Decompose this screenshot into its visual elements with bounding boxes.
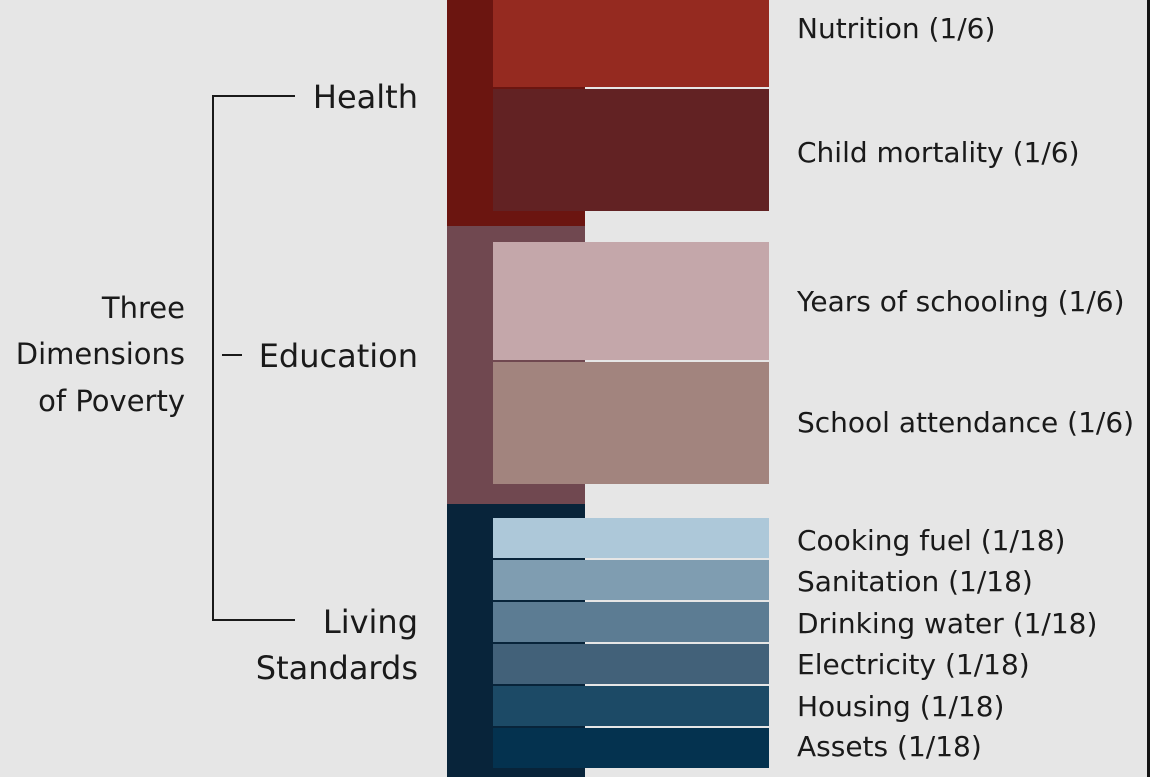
indicator-bar-school-attendance	[493, 362, 769, 484]
dimension-label-living-standards-line-1: Living	[323, 603, 418, 641]
indicator-bar-housing	[493, 686, 769, 726]
indicator-label-drinking-water: Drinking water (1/18)	[797, 607, 1097, 640]
indicator-bar-years-of-schooling	[493, 242, 769, 360]
title-line-1: Three	[101, 291, 185, 325]
indicator-bar-child-mortality	[493, 89, 769, 211]
dimension-label-living-standards-line-2: Standards	[256, 649, 418, 687]
diagram-title: Three Dimensions of Poverty	[16, 291, 185, 418]
indicator-label-child-mortality: Child mortality (1/6)	[797, 136, 1080, 169]
indicator-bar-cooking-fuel	[493, 518, 769, 558]
right-edge-border	[1147, 0, 1150, 777]
indicator-label-electricity: Electricity (1/18)	[797, 648, 1030, 681]
indicator-bar-sanitation	[493, 560, 769, 600]
indicator-label-school-attendance: School attendance (1/6)	[797, 406, 1134, 439]
bracket	[212, 95, 295, 621]
indicator-bar-drinking-water	[493, 602, 769, 642]
indicator-label-years-of-schooling: Years of schooling (1/6)	[796, 285, 1125, 318]
indicator-bar-electricity	[493, 644, 769, 684]
title-line-2: Dimensions	[16, 337, 185, 371]
indicator-bars	[493, 0, 769, 768]
indicator-label-sanitation: Sanitation (1/18)	[797, 565, 1033, 598]
dimension-label-education: Education	[259, 337, 418, 375]
dimension-label-health: Health	[313, 78, 418, 116]
indicator-bar-nutrition	[493, 0, 769, 87]
title-line-3: of Poverty	[38, 384, 185, 418]
indicator-label-housing: Housing (1/18)	[797, 690, 1004, 723]
indicator-label-nutrition: Nutrition (1/6)	[797, 12, 995, 45]
indicator-bar-assets	[493, 728, 769, 768]
indicator-label-assets: Assets (1/18)	[797, 730, 982, 763]
indicator-label-cooking-fuel: Cooking fuel (1/18)	[797, 524, 1065, 557]
